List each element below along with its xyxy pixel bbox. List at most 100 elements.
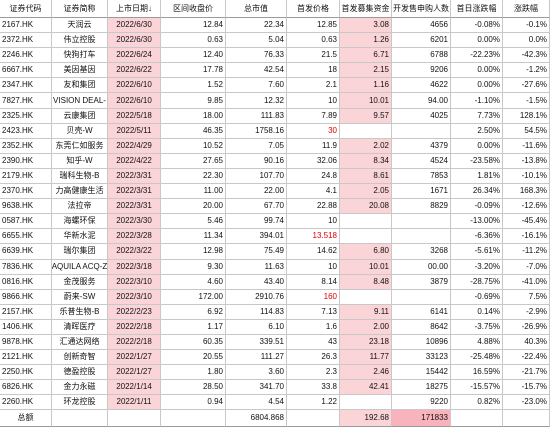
cell-ipo-funds[interactable]: 2.00 [340,319,392,335]
cell-change[interactable]: -1.2% [503,63,550,79]
total-market-cap[interactable]: 6804.868 [226,410,287,428]
cell-subscribers[interactable]: 9220 [392,395,451,411]
cell-listing-date[interactable]: 2022/3/10 [108,289,161,305]
cell-name[interactable]: 德盈控股 [52,365,108,381]
cell-close-price[interactable]: 22.30 [161,168,226,185]
cell-listing-date[interactable]: 2022/6/24 [108,48,161,64]
cell-ipo-price[interactable]: 12.85 [287,18,340,34]
cell-market-cap[interactable]: 12.32 [226,93,287,109]
cell-ipo-price[interactable]: 24.8 [287,168,340,185]
cell-ipo-funds[interactable] [340,395,392,411]
cell-listing-date[interactable]: 2022/3/31 [108,168,161,185]
cell-listing-date[interactable]: 2022/1/27 [108,365,161,381]
cell-first-day-change[interactable]: -25.48% [451,350,503,366]
header-market-cap[interactable]: 总市值 [226,0,287,18]
cell-first-day-change[interactable]: -13.00% [451,214,503,230]
cell-close-price[interactable]: 20.55 [161,350,226,366]
header-first-day-change[interactable]: 首日涨跌幅 [451,0,503,18]
cell-first-day-change[interactable]: 7.73% [451,108,503,124]
cell-subscribers[interactable]: 4622 [392,78,451,94]
cell-listing-date[interactable]: 2022/1/14 [108,380,161,396]
cell-code[interactable]: 1406.HK [0,319,52,335]
cell-name[interactable]: 华新水泥 [52,229,108,245]
cell-market-cap[interactable]: 6.10 [226,319,287,335]
cell-code[interactable]: 2246.HK [0,48,52,64]
cell-first-day-change[interactable]: 0.14% [451,304,503,320]
cell-name[interactable]: 金力永磁 [52,380,108,396]
cell-close-price[interactable]: 12.98 [161,244,226,260]
cell-change[interactable]: -45.4% [503,214,550,230]
cell-first-day-change[interactable]: -1.10% [451,93,503,109]
cell-change[interactable]: 7.5% [503,289,550,305]
total-ipo-funds[interactable]: 192.68 [340,410,392,428]
cell-listing-date[interactable]: 2022/3/22 [108,244,161,260]
cell-change[interactable]: -16.1% [503,229,550,245]
cell-ipo-price[interactable]: 14.62 [287,244,340,260]
cell-ipo-price[interactable]: 33.8 [287,380,340,396]
cell-code[interactable]: 7836.HK [0,259,52,275]
cell-change[interactable]: -15.7% [503,380,550,396]
cell-code[interactable]: 9878.HK [0,334,52,351]
cell-close-price[interactable]: 1.52 [161,78,226,94]
cell-name[interactable]: 伟立控股 [52,33,108,49]
cell-close-price[interactable]: 4.60 [161,274,226,290]
cell-subscribers[interactable]: 8829 [392,199,451,215]
header-change[interactable]: 涨跌幅 [503,0,550,18]
cell-code[interactable]: 6667.HK [0,63,52,79]
cell-name[interactable]: 乐普生物-B [52,304,108,320]
cell-code[interactable]: 7827.HK [0,93,52,109]
cell-code[interactable]: 0587.HK [0,214,52,230]
cell-ipo-funds[interactable]: 2.02 [340,138,392,154]
cell-first-day-change[interactable]: 0.00% [451,63,503,79]
cell-change[interactable]: -2.9% [503,304,550,320]
cell-ipo-price[interactable]: 10 [287,214,340,230]
total-change[interactable] [503,410,550,428]
cell-first-day-change[interactable]: -0.69% [451,289,503,305]
cell-market-cap[interactable]: 67.70 [226,199,287,215]
cell-ipo-funds[interactable]: 2.46 [340,365,392,381]
header-close-price[interactable]: 区间收盘价 [161,0,226,18]
cell-close-price[interactable]: 20.00 [161,199,226,215]
cell-ipo-price[interactable]: 4.1 [287,184,340,200]
cell-name[interactable]: VISION DEAL- [52,93,108,109]
cell-close-price[interactable]: 18.00 [161,108,226,124]
header-listing-date[interactable]: 上市日期↓ [108,0,161,18]
cell-ipo-price[interactable]: 2.1 [287,78,340,94]
cell-change[interactable]: 54.5% [503,123,550,139]
cell-code[interactable]: 2179.HK [0,168,52,185]
cell-listing-date[interactable]: 2022/5/11 [108,123,161,139]
cell-ipo-price[interactable]: 2.3 [287,365,340,381]
cell-market-cap[interactable]: 3.60 [226,365,287,381]
cell-ipo-price[interactable]: 7.13 [287,304,340,320]
cell-ipo-price[interactable]: 18 [287,63,340,79]
header-ipo-price[interactable]: 首发价格 [287,0,340,18]
cell-listing-date[interactable]: 2022/3/31 [108,184,161,200]
cell-name[interactable]: 力高健康生活 [52,184,108,200]
cell-change[interactable]: -23.0% [503,395,550,411]
cell-market-cap[interactable]: 394.01 [226,229,287,245]
cell-close-price[interactable]: 60.35 [161,334,226,351]
cell-market-cap[interactable]: 111.83 [226,108,287,124]
cell-first-day-change[interactable]: -0.08% [451,18,503,34]
total-code[interactable]: 总额 [0,410,52,428]
cell-close-price[interactable]: 27.65 [161,153,226,169]
cell-ipo-funds[interactable]: 1.16 [340,78,392,94]
cell-code[interactable]: 2260.HK [0,395,52,411]
cell-first-day-change[interactable]: -28.75% [451,274,503,290]
cell-listing-date[interactable]: 2022/3/30 [108,214,161,230]
cell-subscribers[interactable]: 10896 [392,334,451,351]
cell-subscribers[interactable]: 4524 [392,153,451,169]
cell-close-price[interactable]: 46.35 [161,123,226,139]
cell-subscribers[interactable]: 7853 [392,168,451,185]
cell-listing-date[interactable]: 2022/2/18 [108,319,161,335]
header-name[interactable]: 证券简称 [52,0,108,18]
cell-listing-date[interactable]: 2022/6/10 [108,93,161,109]
cell-ipo-funds[interactable]: 11.77 [340,350,392,366]
cell-listing-date[interactable]: 2022/2/18 [108,334,161,351]
cell-change[interactable]: -42.3% [503,48,550,64]
cell-name[interactable]: 清晖医疗 [52,319,108,335]
cell-first-day-change[interactable]: 0.00% [451,138,503,154]
cell-close-price[interactable]: 11.00 [161,184,226,200]
cell-code[interactable]: 2347.HK [0,78,52,94]
cell-close-price[interactable]: 6.92 [161,304,226,320]
